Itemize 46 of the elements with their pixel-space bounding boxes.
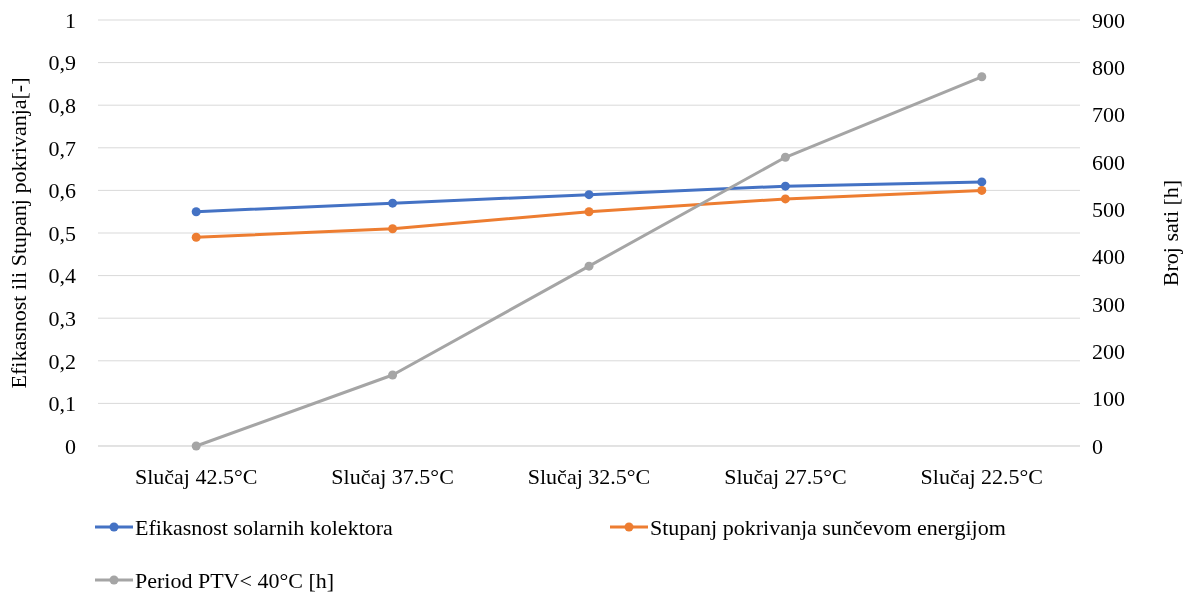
y-tick-label: 0,3: [48, 305, 76, 331]
y-axis-title: Efikasnost ili Stupanj pokrivanja[-]: [6, 77, 31, 389]
y2-tick-label: 900: [1092, 7, 1125, 33]
point: [780, 181, 790, 191]
x-tick-label: Slučaj 27.5°C: [724, 464, 847, 489]
point: [584, 190, 594, 200]
point: [584, 261, 594, 271]
y-tick-label: 0: [65, 433, 76, 459]
y-tick-label: 0,5: [48, 220, 76, 246]
y-tick-label: 0,9: [48, 50, 76, 76]
point: [388, 224, 398, 234]
x-tick-label: Slučaj 22.5°C: [920, 464, 1044, 489]
x-tick-label: Slučaj 32.5°C: [527, 464, 651, 489]
y2-tick-label: 100: [1092, 386, 1125, 412]
y-tick-label: 0,6: [48, 178, 76, 204]
point: [191, 441, 201, 451]
y2-tick-label: 300: [1092, 291, 1125, 317]
y2-tick-label: 0: [1092, 433, 1103, 459]
point: [584, 207, 594, 217]
point: [388, 198, 398, 208]
legend-label: Stupanj pokrivanja sunčevom energijom: [650, 514, 1006, 540]
x-tick-label: Slučaj 37.5°C: [331, 464, 454, 489]
y2-tick-label: 500: [1092, 197, 1125, 223]
x-tick-label: Slučaj 42.5°C: [134, 464, 258, 489]
point: [977, 72, 987, 82]
y-tick-label: 0,4: [48, 263, 76, 289]
y2-tick-label: 600: [1092, 149, 1125, 175]
legend-label: Efikasnost solarnih kolektora: [135, 514, 394, 540]
y2-tick-label: 200: [1092, 339, 1125, 365]
y2-tick-label: 700: [1092, 102, 1125, 128]
point: [977, 177, 987, 187]
point: [780, 194, 790, 204]
y2-axis-title: Broj sati [h]: [1158, 179, 1183, 287]
y-tick-label: 0,2: [48, 348, 76, 374]
point: [191, 232, 201, 242]
point: [780, 152, 790, 162]
point: [388, 370, 398, 380]
y2-tick-label: 400: [1092, 244, 1125, 270]
point: [191, 207, 201, 217]
y-tick-label: 0,7: [48, 135, 76, 161]
point: [977, 185, 987, 195]
y2-tick-label: 800: [1092, 55, 1125, 81]
legend-label: Period PTV< 40°C [h]: [135, 567, 335, 593]
y-tick-label: 0,8: [48, 92, 76, 118]
y-tick-label: 0,1: [48, 391, 76, 417]
y-tick-label: 1: [65, 7, 76, 33]
